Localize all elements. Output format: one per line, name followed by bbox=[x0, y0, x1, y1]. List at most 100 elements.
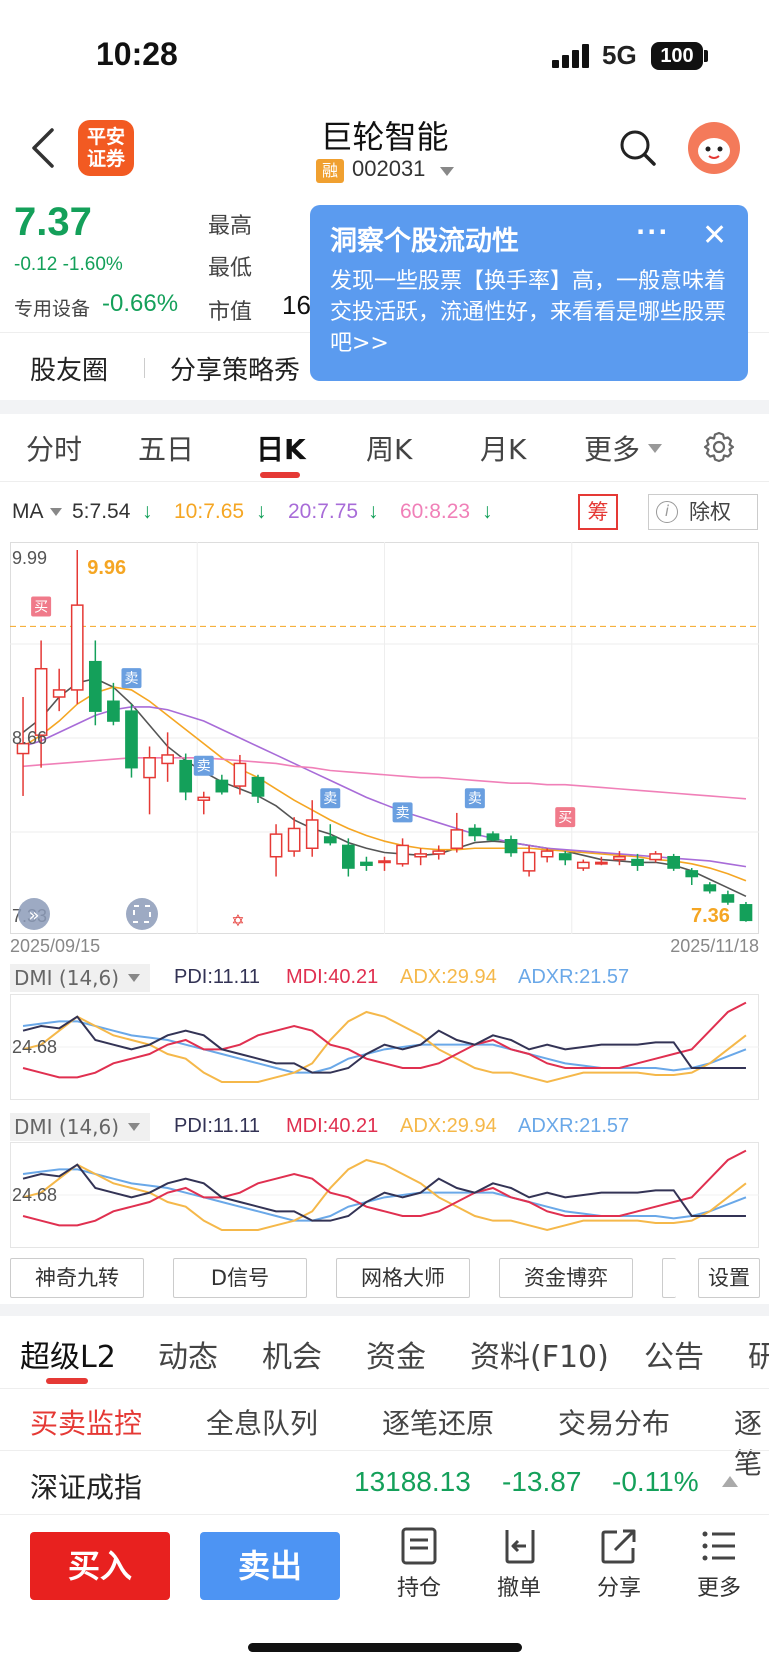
adxr-line bbox=[22, 1020, 747, 1074]
tab-tick-replay[interactable]: 逐笔还原 bbox=[382, 1407, 495, 1440]
dmi-chart[interactable]: 24.68 bbox=[10, 994, 759, 1100]
more-label: 更多 bbox=[696, 1576, 741, 1601]
assistant-avatar[interactable] bbox=[688, 122, 740, 174]
tab-share-strategy[interactable]: 分享策略秀 bbox=[170, 356, 301, 386]
info-icon[interactable]: i bbox=[656, 501, 678, 523]
tab-f10[interactable]: 资料(F10) bbox=[470, 1340, 609, 1375]
ma10-line bbox=[22, 686, 747, 882]
mascot-icon bbox=[698, 138, 730, 164]
chevron-down-icon[interactable] bbox=[128, 1123, 140, 1131]
buy-button[interactable]: 买入 bbox=[30, 1532, 170, 1600]
broker-logo[interactable]: 平安证券 bbox=[78, 120, 134, 176]
ma-label[interactable]: MA bbox=[12, 500, 44, 523]
tab-research[interactable]: 研 bbox=[748, 1340, 769, 1375]
candle-body bbox=[197, 796, 211, 801]
dmi-chart[interactable]: 24.68 bbox=[10, 1142, 759, 1248]
candle-body bbox=[305, 819, 319, 850]
chip-distribution-button[interactable]: 筹 bbox=[578, 494, 618, 530]
candle-body bbox=[323, 836, 337, 844]
candle-body bbox=[34, 667, 48, 736]
candle-body bbox=[504, 839, 518, 854]
sector-change: -0.66% bbox=[102, 290, 179, 317]
mdi-value: MDI:40.21 bbox=[286, 966, 379, 988]
sell-signal-label: 卖 bbox=[124, 671, 138, 687]
candle-body bbox=[251, 776, 265, 797]
dmi-indicator-selector[interactable]: DMI (14,6) bbox=[10, 964, 150, 992]
last-price-label: 7.36 bbox=[691, 905, 730, 927]
capital-game-button[interactable]: 资金博弈 bbox=[499, 1258, 633, 1298]
tab-trade-distribution[interactable]: 交易分布 bbox=[558, 1407, 671, 1440]
more-icon[interactable]: ··· bbox=[636, 218, 670, 246]
sector-name[interactable]: 专用设备 bbox=[14, 298, 91, 320]
tab-more[interactable]: 更多 bbox=[584, 433, 641, 466]
pdi-value: PDI:11.11 bbox=[174, 1115, 260, 1137]
candle-body bbox=[540, 850, 554, 858]
gear-icon[interactable] bbox=[702, 430, 736, 464]
ex-rights-button[interactable]: 除权 bbox=[648, 494, 758, 530]
candle-body bbox=[342, 844, 355, 869]
candle-body bbox=[631, 858, 644, 866]
chevron-down-icon[interactable] bbox=[128, 974, 140, 982]
start-date: 2025/09/15 bbox=[10, 936, 101, 956]
index-pct: -0.11% bbox=[612, 1466, 699, 1497]
dmi-indicator-selector[interactable]: DMI (14,6) bbox=[10, 1113, 150, 1141]
chevron-up-icon[interactable] bbox=[722, 1476, 738, 1487]
home-indicator bbox=[248, 1643, 522, 1652]
stock-code[interactable]: 002031 bbox=[352, 156, 426, 181]
d-signal-button[interactable]: D信号 bbox=[173, 1258, 307, 1298]
tab-tick-partial[interactable]: 逐笔 bbox=[734, 1407, 763, 1480]
candle-body bbox=[396, 844, 409, 865]
undo-icon bbox=[505, 1530, 535, 1564]
tab-five-day[interactable]: 五日 bbox=[138, 433, 195, 466]
menu-icon bbox=[702, 1531, 735, 1561]
cancel-order-button[interactable]: 撤单 bbox=[484, 1526, 554, 1602]
index-name[interactable]: 深证成指 bbox=[30, 1471, 143, 1504]
chevron-down-icon[interactable] bbox=[50, 508, 62, 516]
liquidity-popup[interactable]: 洞察个股流动性 发现一些股票【换手率】高，一般意味着交投活跃，流通性好，来看看是… bbox=[310, 205, 748, 381]
tab-trade-monitor[interactable]: 买卖监控 bbox=[30, 1407, 143, 1440]
tab-daily-k[interactable]: 日K bbox=[256, 433, 306, 466]
position-button[interactable]: 持仓 bbox=[384, 1526, 454, 1602]
tab-weekly-k[interactable]: 周K bbox=[366, 433, 413, 466]
chevron-down-icon[interactable] bbox=[440, 167, 454, 176]
ma5-line bbox=[22, 677, 747, 898]
tab-monthly-k[interactable]: 月K bbox=[480, 433, 527, 466]
tab-guyouquan[interactable]: 股友圈 bbox=[30, 356, 109, 386]
max-price-label: 9.96 bbox=[87, 557, 126, 579]
tab-intraday[interactable]: 分时 bbox=[26, 433, 83, 466]
ma20-line bbox=[22, 706, 747, 868]
settings-button[interactable]: 设置 bbox=[698, 1258, 760, 1298]
candle-body bbox=[125, 710, 138, 769]
ma20-value: 20:7.75 bbox=[288, 500, 359, 523]
mktcap-label: 市值 bbox=[208, 300, 253, 325]
tab-full-queue[interactable]: 全息队列 bbox=[206, 1407, 319, 1440]
tab-funds[interactable]: 资金 bbox=[366, 1340, 426, 1375]
sell-button[interactable]: 卖出 bbox=[200, 1532, 340, 1600]
divider bbox=[144, 358, 145, 378]
tab-news[interactable]: 动态 bbox=[158, 1340, 218, 1375]
y-axis-label: 24.68 bbox=[12, 1037, 57, 1057]
end-date: 2025/11/18 bbox=[670, 936, 759, 956]
popup-body[interactable]: 发现一些股票【换手率】高，一般意味着交投活跃，流通性好，来看看是哪些股票吧>> bbox=[330, 269, 727, 356]
sell-signal-badge bbox=[121, 668, 142, 689]
tab-super-l2[interactable]: 超级L2 bbox=[20, 1340, 116, 1375]
magic-nine-button[interactable]: 神奇九转 bbox=[10, 1258, 144, 1298]
tab-opportunity[interactable]: 机会 bbox=[262, 1340, 322, 1375]
close-icon[interactable]: ✕ bbox=[702, 218, 728, 253]
tab-announcement[interactable]: 公告 bbox=[644, 1340, 704, 1375]
share-button[interactable]: 分享 bbox=[584, 1526, 654, 1602]
grid-master-button[interactable]: 网格大师 bbox=[336, 1258, 470, 1298]
candle-body bbox=[468, 827, 482, 837]
divider bbox=[0, 1514, 769, 1515]
more-tools-partial[interactable] bbox=[662, 1258, 676, 1298]
adx-value: ADX:29.94 bbox=[400, 1115, 497, 1137]
chevron-down-icon[interactable] bbox=[648, 444, 662, 453]
candle-body bbox=[649, 853, 662, 861]
mdi-line bbox=[22, 1149, 747, 1227]
search-icon[interactable] bbox=[618, 128, 658, 168]
more-button[interactable]: 更多 bbox=[684, 1526, 754, 1602]
sell-signal-badge bbox=[193, 755, 214, 776]
candle-body bbox=[107, 700, 120, 722]
back-icon[interactable] bbox=[26, 126, 60, 170]
